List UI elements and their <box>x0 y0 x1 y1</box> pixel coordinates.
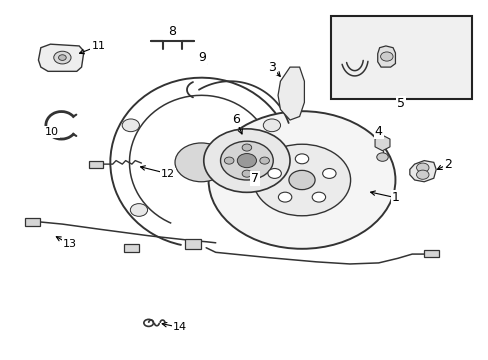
Circle shape <box>288 170 314 190</box>
Polygon shape <box>377 46 395 67</box>
Text: 11: 11 <box>91 41 105 51</box>
Text: 10: 10 <box>45 127 59 138</box>
Circle shape <box>267 168 281 179</box>
Circle shape <box>416 170 428 179</box>
Circle shape <box>208 111 395 249</box>
Circle shape <box>416 163 428 172</box>
Text: 14: 14 <box>172 323 186 333</box>
Polygon shape <box>409 161 435 182</box>
Circle shape <box>259 157 269 164</box>
Polygon shape <box>374 135 389 151</box>
Text: 12: 12 <box>161 168 175 179</box>
Text: 8: 8 <box>168 25 176 38</box>
Bar <box>25 218 41 226</box>
Circle shape <box>380 52 392 61</box>
Circle shape <box>175 143 227 182</box>
Circle shape <box>130 204 147 216</box>
Circle shape <box>54 51 71 64</box>
Text: 2: 2 <box>443 158 451 171</box>
Circle shape <box>224 157 233 164</box>
Circle shape <box>253 144 350 216</box>
Text: 4: 4 <box>374 125 382 138</box>
Circle shape <box>311 192 325 202</box>
Polygon shape <box>39 44 84 71</box>
Bar <box>330 16 471 99</box>
Circle shape <box>237 153 256 168</box>
Bar <box>89 161 103 168</box>
Circle shape <box>322 168 335 179</box>
Bar <box>184 239 201 249</box>
Bar <box>123 243 139 252</box>
Circle shape <box>278 192 291 202</box>
Circle shape <box>203 129 289 192</box>
Text: 7: 7 <box>250 172 259 185</box>
Circle shape <box>122 119 139 132</box>
Text: 5: 5 <box>396 96 405 109</box>
Circle shape <box>220 141 273 180</box>
Circle shape <box>242 170 251 177</box>
Bar <box>424 250 438 257</box>
Text: 1: 1 <box>391 191 399 204</box>
Text: 6: 6 <box>231 113 239 126</box>
Circle shape <box>376 153 387 161</box>
Circle shape <box>242 144 251 151</box>
Text: 13: 13 <box>62 239 77 249</box>
Text: 9: 9 <box>198 51 206 64</box>
Circle shape <box>59 55 66 60</box>
Circle shape <box>295 154 308 164</box>
Text: 3: 3 <box>268 60 276 73</box>
Circle shape <box>263 119 280 132</box>
Polygon shape <box>278 67 304 120</box>
